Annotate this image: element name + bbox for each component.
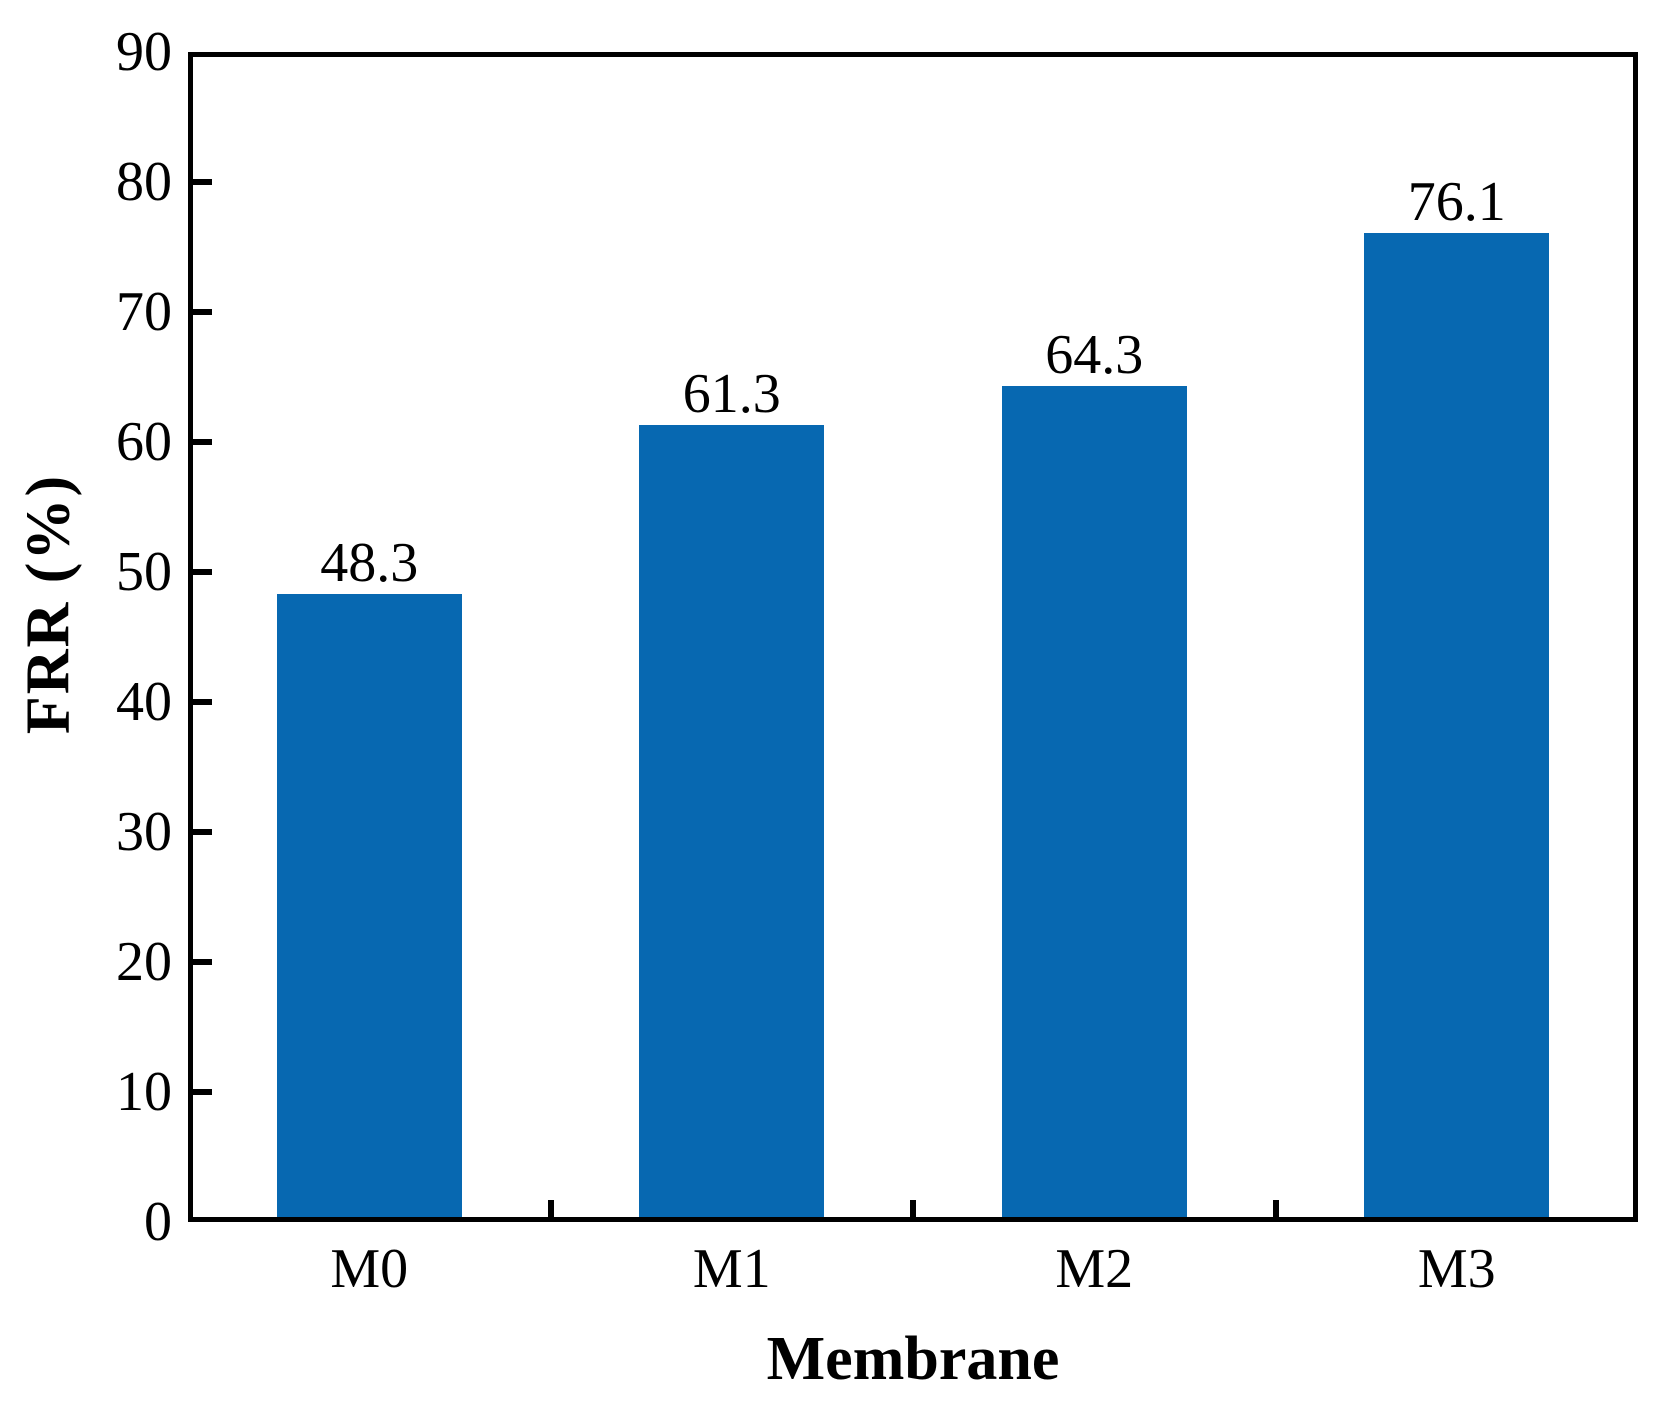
- x-category-label: M1: [692, 1238, 771, 1300]
- x-axis-title: Membrane: [766, 1325, 1060, 1393]
- y-tick-label: 50: [116, 541, 172, 603]
- y-tick-label: 90: [116, 21, 172, 83]
- bar: [1001, 386, 1187, 1222]
- x-axis-tick: [910, 1200, 916, 1222]
- y-axis-tick: [188, 569, 212, 575]
- y-tick-label: 0: [144, 1191, 172, 1253]
- y-axis-tick: [188, 829, 212, 835]
- x-category-label: M0: [330, 1238, 409, 1300]
- bar: [276, 594, 462, 1222]
- y-tick-label: 20: [116, 931, 172, 993]
- y-axis-tick: [188, 1089, 212, 1095]
- y-axis-tick: [188, 179, 212, 185]
- bar-value-label: 48.3: [320, 532, 419, 595]
- y-tick-label: 70: [116, 281, 172, 343]
- bar-value-label: 76.1: [1407, 170, 1506, 233]
- y-axis-tick: [188, 309, 212, 315]
- y-tick-label: 80: [116, 151, 172, 213]
- x-category-label: M3: [1417, 1238, 1496, 1300]
- y-axis-tick: [188, 699, 212, 705]
- bar: [639, 425, 825, 1222]
- bar-value-label: 64.3: [1045, 324, 1144, 387]
- y-tick-label: 60: [116, 411, 172, 473]
- y-axis-tick: [188, 959, 212, 965]
- y-axis-tick: [188, 439, 212, 445]
- y-tick-label: 30: [116, 801, 172, 863]
- y-tick-label: 10: [116, 1061, 172, 1123]
- x-axis-tick: [1272, 1200, 1279, 1222]
- bar-value-label: 61.3: [682, 363, 781, 426]
- x-category-label: M2: [1055, 1238, 1134, 1300]
- bar: [1364, 232, 1550, 1222]
- x-axis-tick: [547, 1200, 554, 1222]
- y-tick-label: 40: [116, 671, 172, 733]
